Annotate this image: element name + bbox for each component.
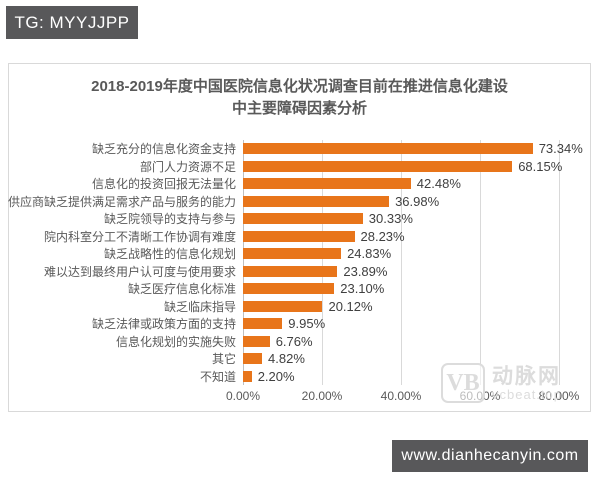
bar-row: 缺乏充分的信息化资金支持 73.34%	[9, 140, 592, 158]
bar-row: 缺乏医疗信息化标准 23.10%	[9, 280, 592, 298]
bar-row: 不知道 2.20%	[9, 368, 592, 386]
x-tick-label: 60.00%	[459, 389, 501, 403]
bar	[243, 213, 363, 225]
x-axis: 0.00% 20.00% 40.00% 60.00% 80.00%	[226, 389, 579, 409]
bar-row: 信息化规划的实施失败 6.76%	[9, 333, 592, 351]
category-label: 缺乏临床指导	[163, 299, 236, 314]
chart-card: 2018-2019年度中国医院信息化状况调查目前在推进信息化建设 中主要障碍因素…	[8, 63, 591, 412]
x-tick-label: 40.00%	[380, 389, 422, 403]
value-label: 73.34%	[538, 141, 583, 157]
bar-rows: 缺乏充分的信息化资金支持 73.34% 部门人力资源不足 68.15% 信息化的投资回报…	[7, 140, 592, 386]
bar	[243, 160, 513, 172]
value-label: 6.76%	[275, 333, 313, 349]
gridline	[559, 140, 560, 385]
category-label: 缺乏充分的信息化资金支持	[91, 142, 236, 157]
chart-title: 2018-2019年度中国医院信息化状况调查目前在推进信息化建设 中主要障碍因素…	[9, 76, 590, 120]
bar	[243, 335, 270, 347]
bar	[243, 318, 283, 330]
value-label: 23.10%	[340, 281, 385, 297]
value-label: 42.48%	[416, 176, 461, 192]
bar-row: 缺乏院领导的支持与参与 30.33%	[9, 210, 592, 228]
category-label: 信息化的投资回报无法量化	[91, 177, 236, 192]
value-label: 2.20%	[257, 368, 295, 384]
website-badge: www.dianhecanyin.com	[392, 440, 588, 472]
bar	[243, 265, 338, 277]
value-label: 9.95%	[288, 316, 326, 332]
category-label: 不知道	[199, 369, 236, 384]
bar-row: 供应商缺乏提供满足需求产品与服务的能力 36.98%	[7, 193, 592, 211]
bar	[243, 300, 323, 312]
chart-title-line1: 2018-2019年度中国医院信息化状况调查目前在推进信息化建设	[91, 78, 508, 95]
bar-row: 其它 4.82%	[9, 350, 592, 368]
category-label: 院内科室分工不清晰工作协调有难度	[43, 229, 236, 244]
bar	[243, 248, 342, 260]
plot-gridlines	[243, 140, 560, 385]
bar-row: 信息化的投资回报无法量化 42.48%	[9, 175, 592, 193]
gridline	[480, 140, 481, 385]
value-label: 20.12%	[328, 298, 373, 314]
bar	[243, 178, 411, 190]
category-label: 缺乏医疗信息化标准	[127, 282, 236, 297]
gridline	[401, 140, 402, 385]
chart-body: 缺乏充分的信息化资金支持 73.34% 部门人力资源不足 68.15% 信息化的投资回报…	[7, 140, 592, 409]
bar-row: 难以达到最终用户认可度与使用要求 23.89%	[9, 263, 592, 281]
bar	[243, 195, 390, 207]
category-label: 缺乏战略性的信息化规划	[103, 247, 236, 262]
telegram-badge-text: TG: MYYJJPP	[14, 12, 130, 32]
bar-row: 缺乏临床指导 20.12%	[9, 298, 592, 316]
category-label: 难以达到最终用户认可度与使用要求	[43, 264, 236, 279]
value-label: 30.33%	[368, 211, 413, 227]
x-tick-label: 80.00%	[538, 389, 580, 403]
category-label: 信息化规划的实施失败	[115, 334, 236, 349]
category-label: 缺乏院领导的支持与参与	[103, 212, 236, 227]
value-label: 23.89%	[343, 263, 388, 279]
category-label: 缺乏法律或政策方面的支持	[91, 317, 236, 332]
value-label: 36.98%	[395, 193, 440, 209]
bar-row: 院内科室分工不清晰工作协调有难度 28.23%	[9, 228, 592, 246]
bar-row: 缺乏法律或政策方面的支持 9.95%	[9, 315, 592, 333]
bar	[243, 230, 355, 242]
bar	[243, 283, 335, 295]
x-tick-label: 20.00%	[301, 389, 343, 403]
gridline	[322, 140, 323, 385]
y-axis-line	[243, 140, 244, 385]
category-label: 供应商缺乏提供满足需求产品与服务的能力	[7, 194, 236, 209]
chart-title-line2: 中主要障碍因素分析	[231, 99, 367, 117]
telegram-badge: TG: MYYJJPP	[6, 6, 138, 39]
value-label: 24.83%	[347, 246, 392, 262]
website-badge-text: www.dianhecanyin.com	[401, 447, 579, 464]
bar	[243, 370, 252, 382]
category-label: 其它	[211, 352, 236, 367]
value-label: 68.15%	[518, 158, 563, 174]
x-tick-label: 0.00%	[225, 389, 261, 403]
value-label: 4.82%	[268, 351, 305, 367]
bar	[243, 353, 263, 365]
bar	[243, 143, 533, 155]
bar-row: 缺乏战略性的信息化规划 24.83%	[9, 245, 592, 263]
bar-row: 部门人力资源不足 68.15%	[9, 158, 592, 176]
value-label: 28.23%	[360, 228, 405, 244]
category-label: 部门人力资源不足	[139, 159, 236, 174]
